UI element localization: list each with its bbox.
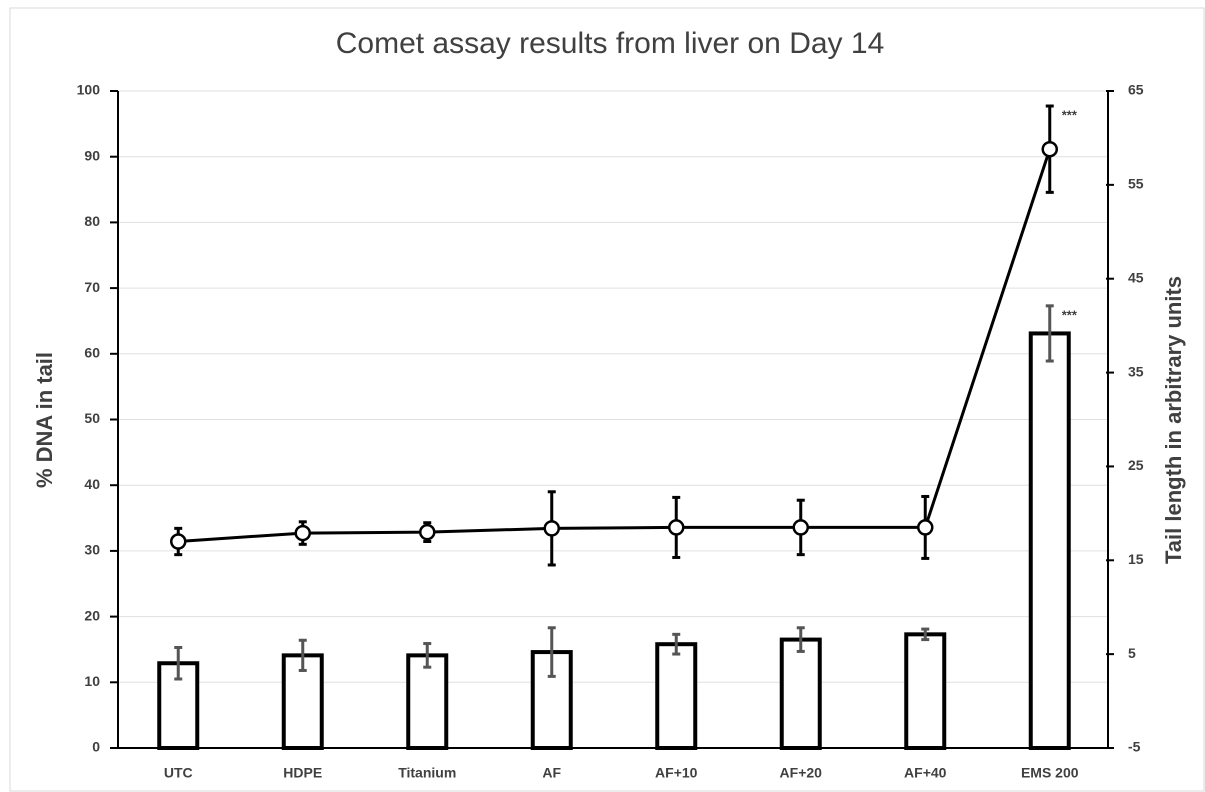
x-tick-label: AF+10 (655, 765, 698, 781)
marker (668, 519, 685, 536)
y2-tick-label: 65 (1128, 82, 1144, 98)
y-tick-label: 70 (84, 279, 100, 295)
y2-tick-label: 5 (1128, 645, 1136, 661)
y-axis-label: % DNA in tail (32, 352, 57, 488)
y2-tick-label: -5 (1128, 739, 1141, 755)
marker (1041, 140, 1058, 158)
x-tick-label: Titanium (398, 765, 456, 781)
y-tick-label: 20 (84, 607, 100, 623)
y2-tick-label: 35 (1128, 363, 1144, 379)
bar (655, 642, 698, 750)
bar (779, 637, 822, 750)
chart-title: Comet assay results from liver on Day 14 (336, 27, 885, 60)
bar (1028, 331, 1071, 750)
marker (917, 519, 934, 536)
y-tick-label: 50 (84, 410, 100, 426)
y-tick-label: 80 (84, 213, 100, 229)
line (178, 148, 1052, 544)
bar (406, 653, 449, 750)
y2-tick-label: 15 (1128, 551, 1144, 567)
error-bar (1045, 304, 1054, 363)
bar (904, 632, 947, 750)
chart-border (9, 7, 1205, 792)
y2-tick-label: 55 (1128, 176, 1144, 192)
y2-tick-label: 45 (1128, 269, 1144, 285)
error-bar (672, 632, 681, 656)
error-bar (174, 645, 183, 681)
x-tick-label: UTC (164, 765, 193, 781)
marker (792, 519, 809, 536)
marker (294, 524, 311, 542)
y-tick-label: 100 (77, 82, 101, 98)
y-tick-label: 10 (84, 673, 100, 689)
marker (543, 520, 560, 537)
y2-tick-label: 25 (1128, 457, 1144, 473)
error-bar (547, 626, 556, 678)
x-tick-label: AF (542, 765, 561, 781)
y-tick-label: 90 (84, 147, 100, 163)
y-tick-label: 30 (84, 542, 100, 558)
y-tick-label: 40 (84, 476, 100, 492)
y2-axis-label: Tail length in arbitrary units (1161, 276, 1186, 564)
x-tick-label: HDPE (283, 765, 322, 781)
y-tick-label: 0 (92, 739, 100, 755)
x-tick-label: AF+40 (904, 765, 947, 781)
error-bar (796, 626, 805, 653)
y-tick-label: 60 (84, 345, 100, 361)
annotation: *** (1062, 107, 1078, 122)
error-bar (298, 638, 307, 672)
error-bar (423, 642, 432, 669)
annotation: *** (1062, 307, 1078, 322)
marker (170, 533, 187, 550)
x-tick-label: EMS 200 (1021, 765, 1079, 781)
x-tick-label: AF+20 (780, 765, 823, 781)
marker (419, 523, 436, 541)
error-bar (921, 627, 930, 642)
